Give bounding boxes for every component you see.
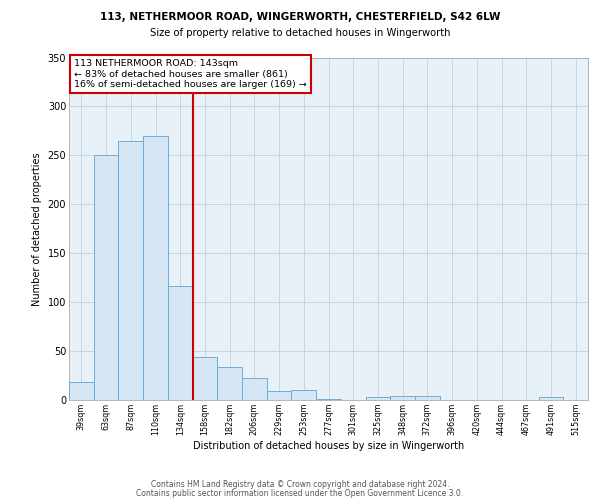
Bar	[267, 391, 292, 400]
Bar	[217, 366, 242, 400]
Bar	[539, 397, 563, 400]
Text: Contains HM Land Registry data © Crown copyright and database right 2024.: Contains HM Land Registry data © Crown c…	[151, 480, 449, 489]
Text: Size of property relative to detached houses in Wingerworth: Size of property relative to detached ho…	[150, 28, 450, 38]
Text: 113 NETHERMOOR ROAD: 143sqm
← 83% of detached houses are smaller (861)
16% of se: 113 NETHERMOOR ROAD: 143sqm ← 83% of det…	[74, 59, 307, 89]
Bar	[390, 396, 415, 400]
Bar	[69, 382, 94, 400]
Bar	[316, 399, 341, 400]
Text: Contains public sector information licensed under the Open Government Licence 3.: Contains public sector information licen…	[136, 488, 464, 498]
Bar	[193, 357, 217, 400]
Bar	[365, 397, 390, 400]
Bar	[118, 140, 143, 400]
Text: 113, NETHERMOOR ROAD, WINGERWORTH, CHESTERFIELD, S42 6LW: 113, NETHERMOOR ROAD, WINGERWORTH, CHEST…	[100, 12, 500, 22]
Bar	[292, 390, 316, 400]
Bar	[168, 286, 193, 400]
Bar	[143, 136, 168, 400]
Bar	[415, 396, 440, 400]
X-axis label: Distribution of detached houses by size in Wingerworth: Distribution of detached houses by size …	[193, 441, 464, 451]
Bar	[94, 156, 118, 400]
Bar	[242, 378, 267, 400]
Y-axis label: Number of detached properties: Number of detached properties	[32, 152, 42, 306]
